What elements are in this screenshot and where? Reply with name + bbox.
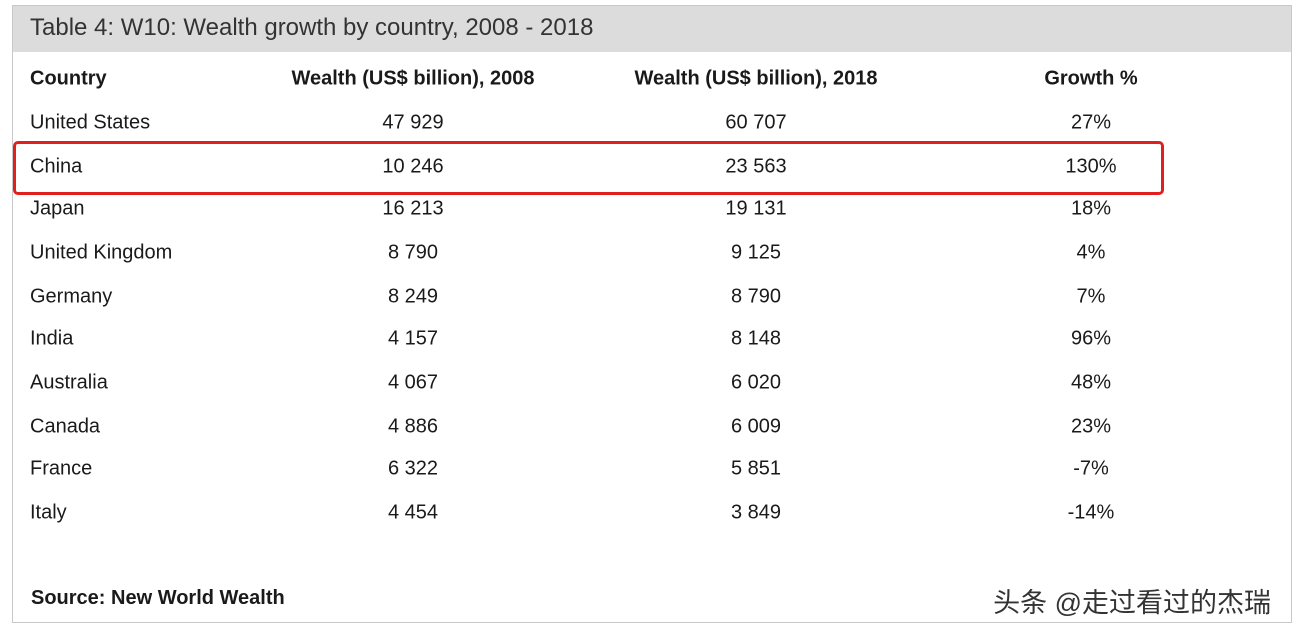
value-cell: 7% — [1076, 285, 1106, 308]
table-title: Table 4: W10: Wealth growth by country, … — [30, 14, 594, 41]
value-cell: 4 157 — [387, 327, 439, 350]
value-cell: 130% — [1065, 155, 1117, 178]
value-cell: 96% — [1070, 327, 1112, 350]
value-cell: 6 009 — [730, 415, 782, 438]
value-cell: -14% — [1067, 501, 1115, 524]
value-cell: 27% — [1070, 111, 1112, 134]
value-cell: 60 707 — [725, 111, 787, 134]
value-cell: 18% — [1070, 197, 1112, 220]
value-cell: 4% — [1076, 241, 1106, 264]
value-cell: 23 563 — [725, 155, 787, 178]
value-cell: 8 148 — [730, 327, 782, 350]
watermark: 头条 @走过看过的杰瑞 — [993, 588, 1271, 618]
value-cell: 47 929 — [382, 111, 444, 134]
value-cell: 9 125 — [730, 241, 782, 264]
value-cell: 6 020 — [730, 371, 782, 394]
country-cell: Germany — [30, 285, 113, 308]
value-cell: 5 851 — [730, 457, 782, 480]
header-cell: Wealth (US$ billion), 2008 — [291, 67, 535, 90]
country-cell: India — [30, 327, 74, 350]
header-cell: Growth % — [1044, 67, 1138, 90]
country-cell: United States — [30, 111, 151, 134]
country-cell: France — [30, 457, 93, 480]
value-cell: 4 454 — [387, 501, 439, 524]
country-cell: United Kingdom — [30, 241, 173, 264]
value-cell: 23% — [1070, 415, 1112, 438]
row-highlight — [13, 141, 1164, 195]
header-cell: Country — [30, 67, 107, 90]
value-cell: 8 790 — [387, 241, 439, 264]
country-cell: Australia — [30, 371, 108, 394]
value-cell: 6 322 — [387, 457, 439, 480]
country-cell: China — [30, 155, 83, 178]
value-cell: 8 249 — [387, 285, 439, 308]
table-frame: Table 4: W10: Wealth growth by country, … — [12, 5, 1292, 623]
value-cell: 8 790 — [730, 285, 782, 308]
value-cell: -7% — [1073, 457, 1109, 480]
country-cell: Italy — [30, 501, 67, 524]
header-cell: Wealth (US$ billion), 2018 — [634, 67, 878, 90]
source-note: Source: New World Wealth — [31, 587, 285, 609]
value-cell: 3 849 — [730, 501, 782, 524]
value-cell: 10 246 — [382, 155, 444, 178]
value-cell: 4 067 — [387, 371, 439, 394]
value-cell: 16 213 — [382, 197, 444, 220]
value-cell: 48% — [1070, 371, 1112, 394]
country-cell: Canada — [30, 415, 101, 438]
country-cell: Japan — [30, 197, 85, 220]
value-cell: 19 131 — [725, 197, 787, 220]
title-bar: Table 4: W10: Wealth growth by country, … — [13, 6, 1291, 52]
value-cell: 4 886 — [387, 415, 439, 438]
